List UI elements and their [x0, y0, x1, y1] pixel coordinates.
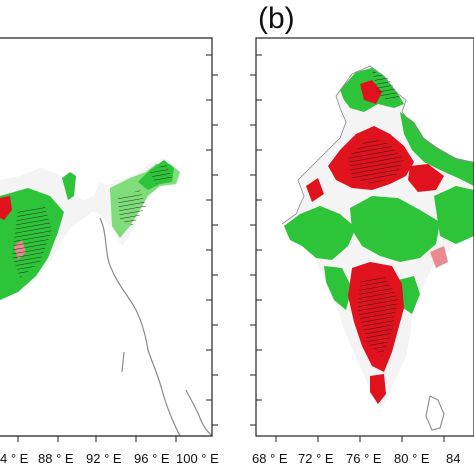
green-south-west — [324, 266, 352, 310]
hatch-l1 — [12, 204, 52, 278]
hatch-l2 — [118, 190, 146, 226]
right-xtick-label: 84 — [446, 451, 461, 466]
right-xtick-label: 72 ° E — [298, 451, 334, 466]
red-east-coast — [430, 246, 448, 268]
red-gangetic — [408, 164, 444, 192]
left-frame — [0, 37, 213, 437]
green-west — [284, 206, 356, 260]
india-coastline — [281, 65, 474, 225]
left-xtick-label: 96 ° E — [134, 451, 170, 466]
hatch-r3 — [372, 70, 400, 102]
right-xtick-label: 68 ° E — [252, 451, 288, 466]
island-left — [121, 351, 125, 373]
green-blob-l2 — [62, 172, 76, 200]
green-east — [434, 186, 474, 244]
left-xtick-label: 4 ° E — [0, 451, 29, 466]
right-xtick-label: 76 ° E — [346, 451, 382, 466]
green-central — [350, 196, 440, 262]
coastline-left-2 — [185, 389, 212, 436]
panel-label-b: (b) — [258, 2, 295, 35]
hatch-r2 — [358, 276, 398, 356]
left-map-panel — [0, 37, 218, 442]
hatch-l3 — [150, 164, 172, 184]
sri-lanka-outline — [425, 395, 445, 431]
coastline-left — [99, 217, 181, 436]
left-frame-ticks — [17, 54, 218, 442]
right-frame — [255, 37, 474, 437]
right-frame-ticks — [250, 54, 445, 442]
right-xtick-label: 80 ° E — [394, 451, 430, 466]
left-xtick-label: 92 ° E — [86, 451, 122, 466]
hatch-r1 — [348, 138, 404, 184]
green-north-east — [400, 112, 474, 186]
red-blob-l1 — [0, 196, 12, 220]
red-south-tip — [370, 374, 386, 404]
red-west-coast — [306, 178, 324, 202]
left-xtick-label: 100 ° E — [176, 451, 219, 466]
left-xtick-label: 88 ° E — [38, 451, 74, 466]
right-map-panel — [250, 37, 474, 442]
